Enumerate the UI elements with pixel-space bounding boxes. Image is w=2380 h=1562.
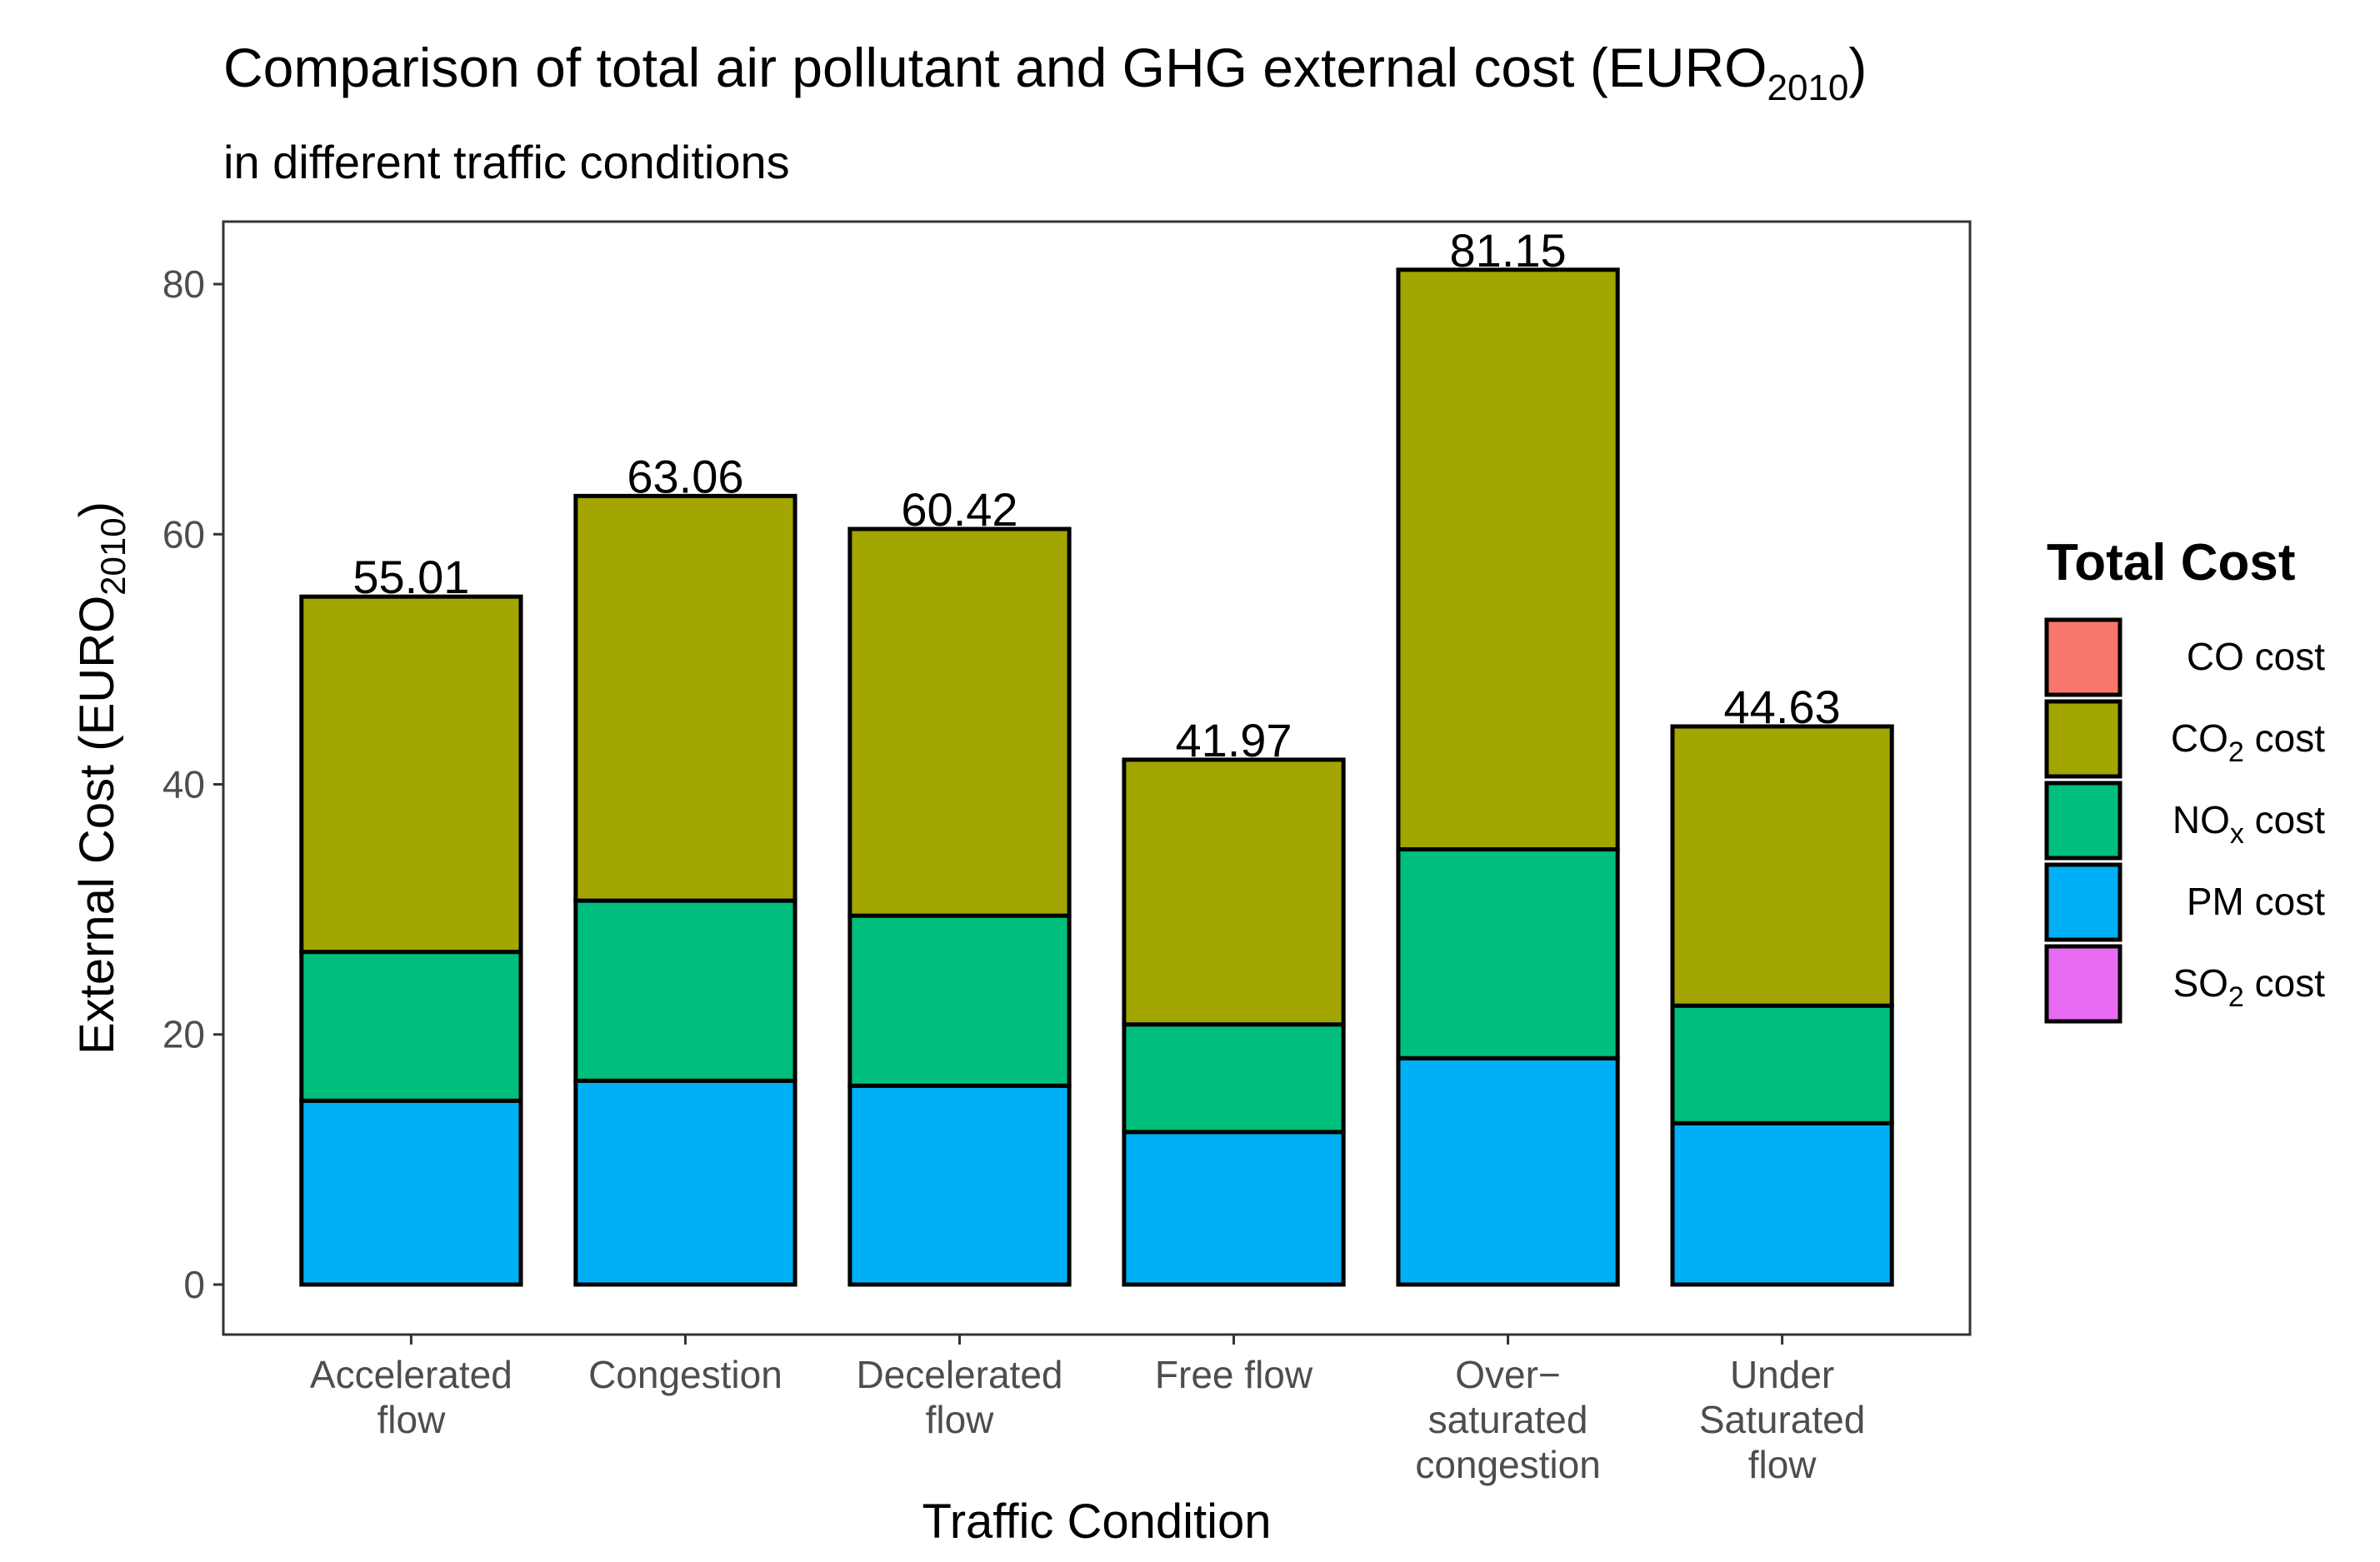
legend-key — [2044, 944, 2122, 1024]
x-tick-label: Accelerated flow — [310, 1353, 512, 1441]
x-tick-label: Decelerated flow — [856, 1353, 1062, 1441]
x-tick-label: Under Saturated flow — [1699, 1353, 1865, 1486]
bar-segment-pm-cost — [1670, 1120, 1894, 1287]
bar-segment-pm-cost — [848, 1083, 1072, 1287]
bar-segment-co2-cost — [1670, 724, 1894, 1008]
legend-label: CO cost — [2187, 635, 2325, 678]
bar-group — [1670, 724, 1894, 1287]
bar-segment-co2-cost — [1122, 757, 1346, 1027]
bars — [299, 267, 1894, 1287]
bar-segment-co2-cost — [1396, 267, 1620, 852]
bar-segment-pm-cost — [299, 1098, 523, 1287]
y-axis-title: External Cost (EURO2010) — [70, 502, 132, 1055]
chart-subtitle: in different traffic conditions — [223, 136, 790, 188]
bar-segment-nox-cost — [848, 913, 1072, 1088]
legend-label: NOx cost — [2172, 798, 2325, 850]
legend-label: SO2 cost — [2172, 961, 2325, 1013]
bar-segment-nox-cost — [1396, 847, 1620, 1060]
bar-segment-nox-cost — [573, 898, 798, 1083]
x-tick-label: Congestion — [588, 1353, 782, 1396]
chart-title: Comparison of total air pollutant and GH… — [223, 37, 1867, 108]
bar-segment-nox-cost — [1122, 1022, 1346, 1135]
y-axis: 0 20 40 60 80 — [162, 262, 223, 1306]
legend: Total Cost CO cost CO2 cost NOx cost PM cos… — [2044, 534, 2325, 1024]
total-labels: 55.01 63.06 60.42 41.97 81.15 44.63 — [352, 224, 1840, 766]
x-tick-label: Free flow — [1155, 1353, 1313, 1396]
bar-segment-nox-cost — [299, 950, 523, 1103]
y-tick-label: 80 — [162, 262, 205, 306]
legend-key — [2044, 617, 2122, 697]
legend-key — [2044, 699, 2122, 779]
total-value-label: 44.63 — [1724, 681, 1841, 733]
bar-group — [1396, 267, 1620, 1287]
total-value-label: 60.42 — [901, 483, 1018, 536]
y-tick-label: 60 — [162, 512, 205, 556]
bar-group — [573, 493, 798, 1287]
legend-item: PM cost — [2044, 862, 2325, 942]
legend-title: Total Cost — [2047, 534, 2296, 591]
legend-item: CO2 cost — [2044, 699, 2325, 779]
y-tick-label: 0 — [183, 1263, 205, 1306]
y-tick-label: 40 — [162, 763, 205, 806]
bar-group — [848, 526, 1072, 1287]
bar-group — [299, 594, 523, 1287]
total-value-label: 55.01 — [352, 551, 469, 603]
legend-key — [2044, 781, 2122, 861]
x-tick-label: Over− saturated congestion — [1415, 1353, 1601, 1486]
legend-item: SO2 cost — [2044, 944, 2325, 1024]
bar-segment-pm-cost — [1122, 1130, 1346, 1287]
bar-group — [1122, 757, 1346, 1287]
bar-segment-co2-cost — [299, 594, 523, 955]
bar-segment-co2-cost — [573, 493, 798, 903]
legend-label: PM cost — [2187, 880, 2325, 923]
bar-segment-nox-cost — [1670, 1003, 1894, 1125]
y-tick-label: 20 — [162, 1013, 205, 1056]
x-axis-title: Traffic Condition — [922, 1495, 1271, 1549]
bar-segment-pm-cost — [1396, 1055, 1620, 1287]
legend-key — [2044, 862, 2122, 942]
legend-item: CO cost — [2044, 617, 2325, 697]
total-value-label: 63.06 — [627, 450, 743, 502]
bar-segment-co2-cost — [848, 526, 1072, 918]
total-value-label: 41.97 — [1175, 714, 1292, 766]
legend-label: CO2 cost — [2171, 716, 2325, 768]
total-value-label: 81.15 — [1449, 224, 1566, 277]
x-axis: Accelerated flow Congestion Decelerated flow… — [310, 1335, 1865, 1486]
legend-item: NOx cost — [2044, 781, 2325, 861]
bar-segment-pm-cost — [573, 1078, 798, 1287]
